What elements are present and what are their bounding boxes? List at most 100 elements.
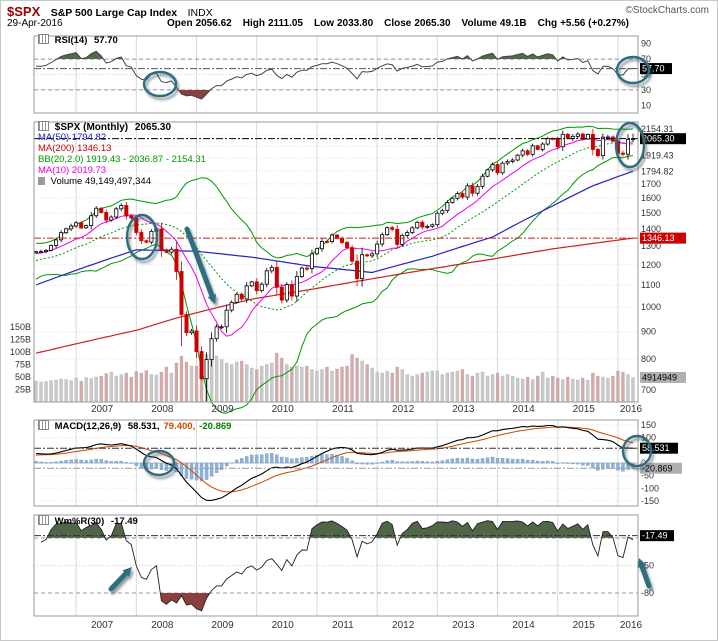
price-legend: $SPX (Monthly) 2065.30 MA(50) 1794.82 MA(… bbox=[38, 121, 206, 187]
svg-text:-100: -100 bbox=[641, 483, 659, 493]
rsi-value: 57.70 bbox=[94, 35, 118, 46]
svg-text:100B: 100B bbox=[10, 347, 31, 357]
svg-text:700: 700 bbox=[641, 385, 656, 395]
quote-label-close: Close bbox=[384, 18, 412, 29]
svg-text:2010: 2010 bbox=[272, 404, 295, 415]
svg-text:2009: 2009 bbox=[211, 404, 234, 415]
macd-value: -20.869 bbox=[199, 421, 232, 432]
macd-value: 79.400, bbox=[163, 421, 196, 432]
panel-icon bbox=[38, 34, 49, 44]
chart-date: 29-Apr-2016 bbox=[7, 18, 63, 29]
svg-text:1200: 1200 bbox=[641, 260, 661, 270]
index-name: S&P 500 Large Cap Index bbox=[50, 7, 178, 19]
overlay-legend-list: MA(50) 1794.82 MA(200) 1346.13 BB(20,2.0) … bbox=[38, 132, 206, 176]
overlay-legend-item: MA(50) 1794.82 bbox=[38, 132, 107, 143]
svg-text:1700: 1700 bbox=[641, 179, 661, 189]
quote-label-low: Low bbox=[313, 18, 334, 29]
panel-icon bbox=[38, 420, 49, 430]
svg-text:900: 900 bbox=[641, 327, 656, 337]
quote-value-low: 2033.80 bbox=[336, 18, 374, 29]
brand-credit: ©StockCharts.com bbox=[625, 5, 709, 16]
svg-text:2013: 2013 bbox=[452, 620, 475, 631]
svg-text:2015: 2015 bbox=[573, 404, 596, 415]
macd-values: 58.531, 79.400, -20.869 bbox=[124, 421, 232, 432]
svg-text:2011: 2011 bbox=[332, 620, 354, 631]
svg-text:1919.43: 1919.43 bbox=[641, 151, 674, 161]
macd-value: 58.531, bbox=[127, 421, 160, 432]
panel-icon bbox=[38, 515, 49, 525]
svg-text:-150: -150 bbox=[641, 496, 659, 506]
price-title: $SPX (Monthly) bbox=[54, 122, 129, 133]
svg-text:125B: 125B bbox=[10, 335, 31, 345]
symbol: $SPX bbox=[7, 4, 41, 19]
svg-text:1600: 1600 bbox=[641, 193, 661, 203]
svg-text:2065.30: 2065.30 bbox=[642, 134, 675, 144]
rsi-label: RSI(14) bbox=[54, 35, 88, 46]
macd-label: MACD(12,26,9) bbox=[54, 421, 122, 432]
exchange: INDX bbox=[187, 7, 213, 19]
svg-text:1300: 1300 bbox=[641, 241, 661, 251]
svg-text:2007: 2007 bbox=[91, 404, 114, 415]
quote-label-open: Open bbox=[167, 18, 193, 29]
svg-text:2010: 2010 bbox=[272, 620, 295, 631]
svg-text:2008: 2008 bbox=[151, 620, 174, 631]
volume-bars-icon bbox=[38, 177, 45, 185]
svg-text:2009: 2009 bbox=[211, 620, 234, 631]
overlay-legend-item: MA(200) 1346.13 bbox=[38, 143, 112, 154]
svg-text:58.531: 58.531 bbox=[642, 443, 670, 453]
svg-text:1794.82: 1794.82 bbox=[641, 166, 674, 176]
svg-text:2013: 2013 bbox=[452, 404, 475, 415]
svg-text:2012: 2012 bbox=[392, 404, 415, 415]
quote-value-volume: 49.1B bbox=[499, 18, 527, 29]
svg-text:-80: -80 bbox=[641, 588, 654, 598]
svg-text:50B: 50B bbox=[15, 372, 31, 382]
svg-text:2011: 2011 bbox=[332, 404, 354, 415]
svg-text:2014: 2014 bbox=[512, 620, 535, 631]
svg-text:25B: 25B bbox=[15, 385, 31, 395]
svg-text:90: 90 bbox=[641, 39, 651, 49]
macd-legend: MACD(12,26,9) 58.531, 79.400, -20.869 bbox=[38, 420, 231, 432]
svg-text:1400: 1400 bbox=[641, 224, 661, 234]
svg-text:30: 30 bbox=[641, 85, 651, 95]
svg-text:800: 800 bbox=[641, 354, 656, 364]
svg-text:2008: 2008 bbox=[151, 404, 174, 415]
price-panel: 1700 1600 1500 1400 1300 1200 1100 1000 900 800 70… bbox=[10, 121, 686, 415]
svg-text:100: 100 bbox=[641, 433, 656, 443]
svg-text:2016: 2016 bbox=[620, 404, 643, 415]
svg-text:-50: -50 bbox=[641, 471, 654, 481]
quote-value-open: 2056.62 bbox=[195, 18, 232, 29]
quote-label-volume: Volume bbox=[461, 18, 497, 29]
panel-icon bbox=[38, 121, 49, 131]
svg-text:1346.13: 1346.13 bbox=[642, 233, 675, 243]
svg-text:-20.869: -20.869 bbox=[642, 463, 673, 473]
volume-legend-line: Volume 49,149,497,344 bbox=[38, 176, 206, 187]
quote-value-chg: +5.56 (+0.27%) bbox=[560, 18, 629, 29]
quote-label-high: High bbox=[242, 18, 265, 29]
price-title-line: $SPX (Monthly) 2065.30 bbox=[38, 121, 206, 133]
svg-text:1000: 1000 bbox=[641, 302, 661, 312]
svg-text:2016: 2016 bbox=[620, 620, 643, 631]
williams-r-panel: -20-50-80-17.492007200820092010201120122… bbox=[33, 514, 674, 631]
header-title-row: $SPX S&P 500 Large Cap Index INDX ©Stock… bbox=[7, 3, 711, 19]
volume-label: Volume 49,149,497,344 bbox=[50, 176, 152, 187]
svg-text:1100: 1100 bbox=[641, 280, 660, 290]
header-quote-row: 29-Apr-2016 Open 2056.62 High 2111.05 Low 203… bbox=[7, 18, 711, 29]
svg-text:2154.31: 2154.31 bbox=[641, 124, 674, 134]
svg-text:2014: 2014 bbox=[512, 404, 535, 415]
overlay-legend-item: MA(10) 2019.73 bbox=[38, 165, 107, 176]
svg-text:10: 10 bbox=[641, 100, 651, 110]
svg-text:2012: 2012 bbox=[392, 620, 415, 631]
quote-value-close: 2065.30 bbox=[414, 18, 451, 29]
price-close-value: 2065.30 bbox=[134, 122, 172, 133]
wmr-value: -17.49 bbox=[110, 516, 138, 527]
rsi-legend: RSI(14) 57.70 bbox=[38, 34, 118, 46]
wmr-legend: Wm%R(30) -17.49 bbox=[38, 515, 138, 527]
chart-header: $SPX S&P 500 Large Cap Index INDX ©Stock… bbox=[1, 1, 717, 31]
svg-text:2015: 2015 bbox=[573, 620, 596, 631]
quote-value-high: 2111.05 bbox=[267, 18, 303, 29]
svg-text:150: 150 bbox=[641, 420, 656, 430]
svg-text:-17.49: -17.49 bbox=[642, 531, 668, 541]
